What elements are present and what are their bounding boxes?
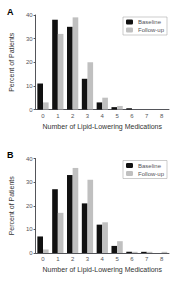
svg-text:5: 5 xyxy=(115,256,119,262)
svg-text:2: 2 xyxy=(71,256,75,262)
svg-text:4: 4 xyxy=(101,256,105,262)
svg-text:10: 10 xyxy=(26,226,33,232)
svg-text:0: 0 xyxy=(41,256,45,262)
svg-text:B: B xyxy=(7,150,14,160)
svg-text:40: 40 xyxy=(26,12,33,18)
svg-text:3: 3 xyxy=(86,256,90,262)
svg-text:1: 1 xyxy=(56,256,60,262)
svg-text:0: 0 xyxy=(41,113,45,119)
svg-text:1: 1 xyxy=(56,113,60,119)
svg-text:Percent of Patients: Percent of Patients xyxy=(8,32,15,92)
svg-text:8: 8 xyxy=(160,113,164,119)
svg-text:3: 3 xyxy=(86,113,90,119)
svg-text:6: 6 xyxy=(130,113,134,119)
svg-text:Number of Lipid-Lowering Medic: Number of Lipid-Lowering Medications xyxy=(43,123,163,131)
svg-text:Follow-up: Follow-up xyxy=(138,27,165,33)
svg-text:6: 6 xyxy=(130,256,134,262)
svg-text:7: 7 xyxy=(145,113,149,119)
svg-text:30: 30 xyxy=(26,179,33,185)
svg-text:8: 8 xyxy=(160,256,164,262)
svg-text:4: 4 xyxy=(101,113,105,119)
svg-text:5: 5 xyxy=(115,113,119,119)
svg-text:Baseline: Baseline xyxy=(138,19,162,25)
svg-text:30: 30 xyxy=(26,36,33,42)
svg-text:20: 20 xyxy=(26,203,33,209)
svg-text:20: 20 xyxy=(26,59,33,65)
svg-text:Number of Lipid-Lowering Medic: Number of Lipid-Lowering Medications xyxy=(43,266,163,274)
svg-text:Baseline: Baseline xyxy=(138,163,162,169)
svg-text:7: 7 xyxy=(145,256,149,262)
svg-text:10: 10 xyxy=(26,83,33,89)
svg-text:Percent of Patients: Percent of Patients xyxy=(8,176,15,236)
svg-text:A: A xyxy=(7,7,14,17)
svg-text:40: 40 xyxy=(26,156,33,162)
svg-text:0: 0 xyxy=(29,250,33,256)
svg-text:Follow-up: Follow-up xyxy=(138,171,165,177)
svg-text:2: 2 xyxy=(71,113,75,119)
svg-text:0: 0 xyxy=(29,107,33,113)
